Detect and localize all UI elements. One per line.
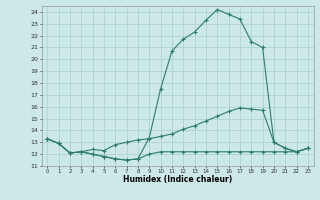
X-axis label: Humidex (Indice chaleur): Humidex (Indice chaleur) bbox=[123, 175, 232, 184]
